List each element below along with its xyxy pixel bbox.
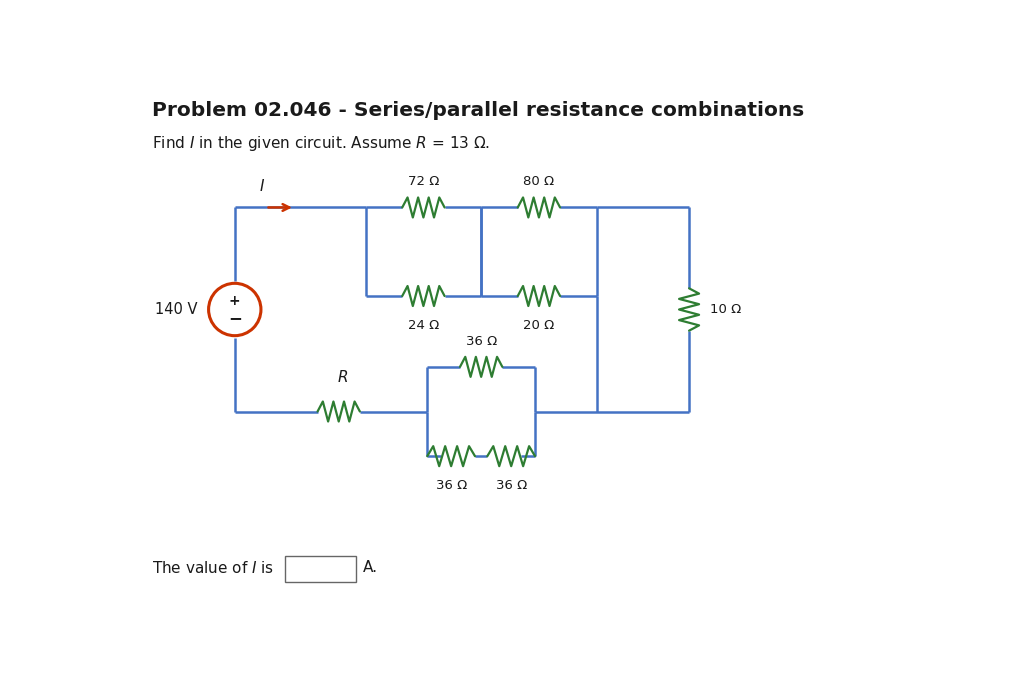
Text: 80 Ω: 80 Ω: [523, 176, 554, 189]
Text: 10 Ω: 10 Ω: [710, 303, 741, 316]
Text: 36 Ω: 36 Ω: [466, 335, 497, 348]
Text: 36 Ω: 36 Ω: [496, 479, 526, 492]
Text: 24 Ω: 24 Ω: [407, 319, 439, 332]
Text: +: +: [229, 294, 240, 308]
Text: 72 Ω: 72 Ω: [407, 176, 439, 189]
Text: $R$: $R$: [337, 369, 348, 385]
Text: Find $I$ in the given circuit. Assume $R$ = 13 Ω.: Find $I$ in the given circuit. Assume $R…: [153, 135, 490, 153]
Text: 36 Ω: 36 Ω: [435, 479, 467, 492]
Text: The value of $I$ is: The value of $I$ is: [153, 560, 274, 576]
Text: A.: A.: [363, 560, 379, 575]
Text: Problem 02.046 - Series/parallel resistance combinations: Problem 02.046 - Series/parallel resista…: [153, 101, 804, 120]
FancyBboxPatch shape: [285, 555, 356, 582]
Text: $I$: $I$: [259, 178, 265, 193]
Text: −: −: [228, 309, 242, 327]
Text: 20 Ω: 20 Ω: [523, 319, 554, 332]
Text: 140 V: 140 V: [155, 302, 198, 317]
